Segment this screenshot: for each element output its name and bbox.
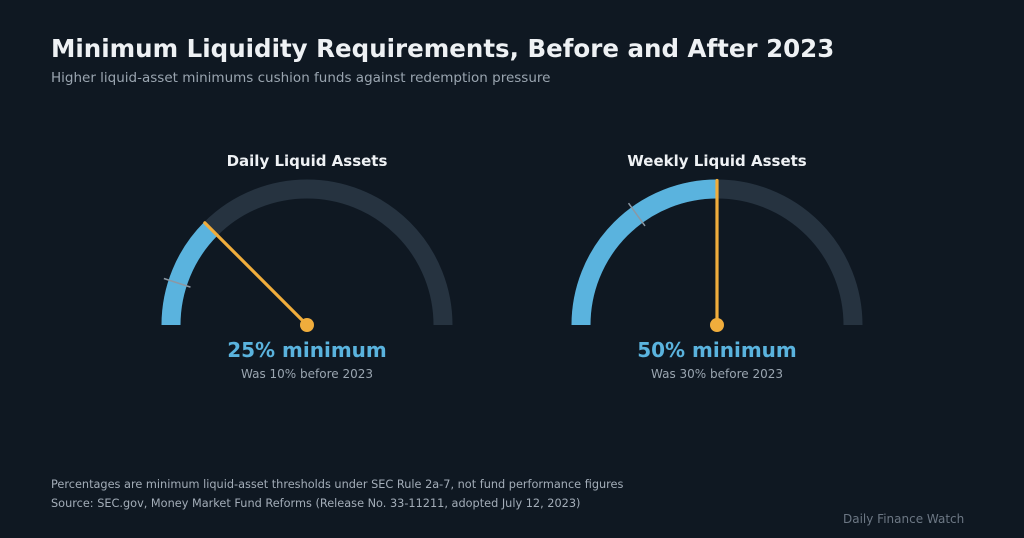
chart-title: Minimum Liquidity Requirements, Before a… (51, 34, 835, 63)
gauge-title: Daily Liquid Assets (227, 152, 388, 170)
gauge-value-label: 50% minimum (637, 338, 797, 362)
previous-minimum-marker (627, 202, 646, 227)
footnote-source: Source: SEC.gov, Money Market Fund Refor… (51, 497, 581, 510)
gauge-needle (203, 221, 309, 327)
gauge-value-label: 25% minimum (227, 338, 387, 362)
chart-subtitle: Higher liquid-asset minimums cushion fun… (51, 70, 551, 86)
needle-hub (300, 318, 314, 332)
previous-minimum-marker (163, 277, 191, 288)
gauge-fill-arc (161, 222, 218, 326)
footnote-note: Percentages are minimum liquid-asset thr… (51, 478, 624, 491)
needle-hub (710, 318, 724, 332)
brand-watermark: Daily Finance Watch (843, 512, 965, 526)
gauge-caption: Was 30% before 2023 (651, 367, 783, 381)
gauge-track (161, 179, 453, 326)
gauge-title: Weekly Liquid Assets (627, 152, 807, 170)
gauge-fill-arc (571, 179, 718, 326)
gauge-caption: Was 10% before 2023 (241, 367, 373, 381)
